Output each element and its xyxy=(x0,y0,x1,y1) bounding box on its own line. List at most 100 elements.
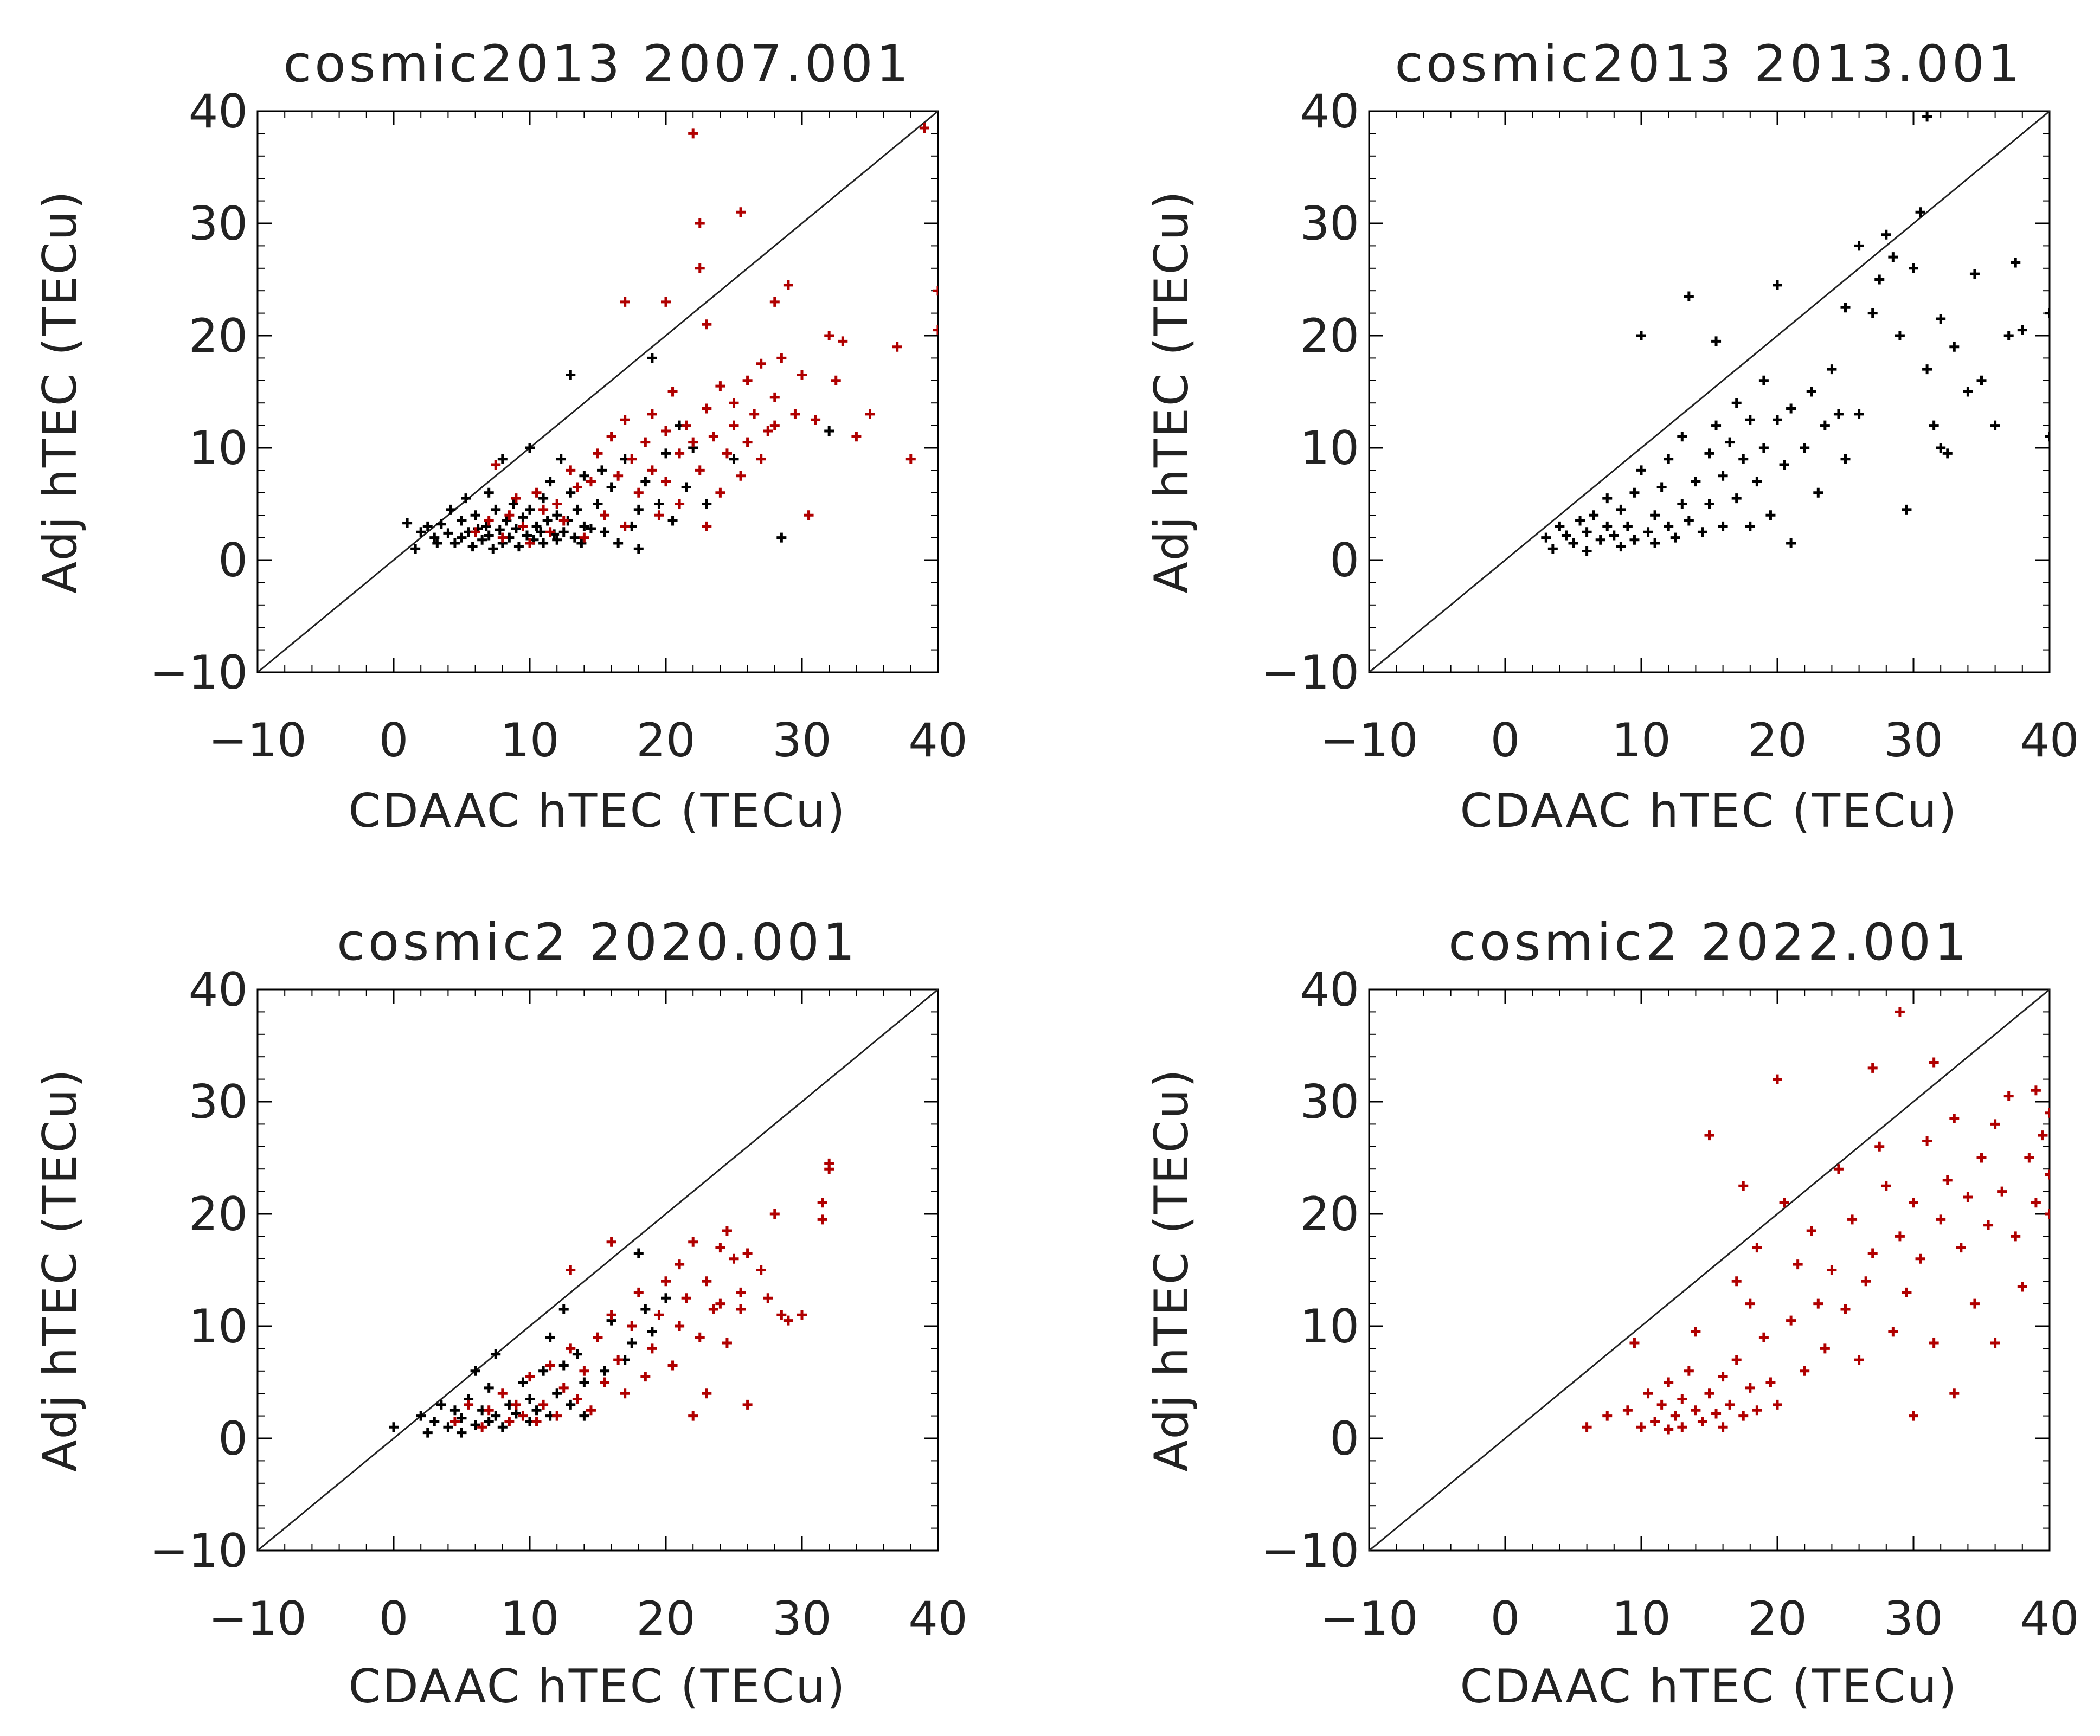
data-point-black xyxy=(1561,530,1571,541)
plot-content xyxy=(258,111,938,672)
data-point-black xyxy=(824,426,834,436)
data-point-black xyxy=(1936,443,1946,453)
data-point-red xyxy=(865,409,875,419)
data-point-red xyxy=(1664,1377,1674,1387)
data-point-red xyxy=(1656,1399,1667,1410)
y-tick-label: 20 xyxy=(189,309,248,363)
data-point-black xyxy=(1731,493,1742,504)
y-tick-label: 20 xyxy=(1300,309,1359,363)
data-point-red xyxy=(675,1259,685,1270)
data-point-red xyxy=(667,1360,678,1371)
data-point-black xyxy=(593,499,603,509)
data-point-black xyxy=(508,499,518,509)
y-tick-label: 30 xyxy=(189,1075,248,1129)
data-point-black xyxy=(511,524,521,534)
data-point-red xyxy=(566,1265,576,1275)
data-point-red xyxy=(1793,1259,1803,1270)
y-tick-label: 20 xyxy=(1300,1187,1359,1242)
data-point-black xyxy=(1650,510,1660,520)
data-point-black xyxy=(579,1411,589,1421)
data-point-red xyxy=(933,325,938,335)
data-point-black xyxy=(1664,454,1674,464)
data-point-black xyxy=(1922,112,1932,122)
data-point-black xyxy=(545,1332,555,1342)
data-point-red xyxy=(838,336,848,346)
data-point-black xyxy=(484,1416,494,1426)
data-point-red xyxy=(497,532,508,543)
x-tick-label: 40 xyxy=(2020,1592,2079,1646)
data-point-red xyxy=(600,510,610,520)
data-point-red xyxy=(477,1422,487,1432)
data-point-red xyxy=(933,286,938,296)
data-point-black xyxy=(429,532,440,543)
data-point-red xyxy=(702,521,712,531)
plot-content xyxy=(258,989,938,1551)
data-point-red xyxy=(552,499,562,509)
x-tick-label: 0 xyxy=(1491,1592,1520,1646)
data-point-black xyxy=(776,532,787,543)
data-point-black xyxy=(1976,375,1987,385)
data-point-black xyxy=(1595,535,1605,545)
data-point-red xyxy=(708,1304,718,1314)
data-point-red xyxy=(1745,1383,1755,1393)
x-tick-label: 30 xyxy=(772,713,831,768)
data-point-black xyxy=(1854,241,1864,251)
y-tick-label: 0 xyxy=(218,1412,248,1466)
data-point-red xyxy=(1820,1343,1830,1354)
data-point-red xyxy=(1738,1411,1749,1421)
data-point-red xyxy=(1704,1388,1714,1399)
data-point-red xyxy=(2011,1231,2021,1242)
data-point-red xyxy=(722,1338,732,1348)
data-point-black xyxy=(1786,538,1796,548)
plot-frame xyxy=(256,988,939,1552)
data-point-black xyxy=(1990,420,2000,430)
data-point-red xyxy=(681,1293,691,1303)
panel-cosmic2013-2007: cosmic2013 2007.001 CDAAC hTEC (TECu) Ad… xyxy=(33,35,968,838)
series-black xyxy=(1541,112,2050,556)
data-point-red xyxy=(1867,1063,1878,1073)
x-tick-label: 40 xyxy=(908,1592,967,1646)
data-point-red xyxy=(633,1287,644,1297)
data-point-red xyxy=(1718,1372,1728,1382)
data-point-red xyxy=(633,487,644,498)
data-point-red xyxy=(640,1372,651,1382)
data-point-black xyxy=(502,516,512,526)
data-point-red xyxy=(1725,1399,1735,1410)
data-point-red xyxy=(1670,1411,1680,1421)
data-point-red xyxy=(763,1293,773,1303)
data-point-black xyxy=(545,477,555,487)
data-point-black xyxy=(681,482,691,492)
data-point-black xyxy=(429,1416,440,1426)
data-point-red xyxy=(1909,1411,1918,1421)
plot-content xyxy=(1369,989,2050,1551)
data-point-black xyxy=(525,443,535,453)
data-point-red xyxy=(1691,1327,1701,1337)
data-point-black xyxy=(566,370,576,380)
data-point-black xyxy=(586,524,596,534)
panel-title: cosmic2 2020.001 xyxy=(337,913,858,972)
data-point-red xyxy=(647,409,657,419)
data-point-black xyxy=(1833,409,1844,419)
data-point-black xyxy=(1752,477,1762,487)
data-point-red xyxy=(695,218,705,228)
data-point-red xyxy=(525,538,535,548)
data-point-black xyxy=(552,535,562,545)
data-point-red xyxy=(756,1265,766,1275)
data-point-black xyxy=(488,544,498,554)
x-tick-label: 30 xyxy=(1884,1592,1943,1646)
data-point-red xyxy=(1976,1153,1987,1163)
data-point-red xyxy=(736,207,746,217)
data-point-red xyxy=(511,1399,521,1410)
data-point-red xyxy=(661,477,671,487)
data-point-black xyxy=(461,493,471,504)
data-point-red xyxy=(769,420,780,430)
data-point-red xyxy=(742,1399,753,1410)
data-point-red xyxy=(538,504,549,515)
x-tick-label: 30 xyxy=(772,1592,831,1646)
y-axis-label: Adj hTEC (TECu) xyxy=(33,1068,87,1471)
data-point-black xyxy=(525,504,535,515)
x-tick-label: 0 xyxy=(379,713,409,768)
y-tick-label: 40 xyxy=(1300,963,1359,1017)
data-point-red xyxy=(613,471,624,481)
data-point-red xyxy=(783,1315,793,1326)
